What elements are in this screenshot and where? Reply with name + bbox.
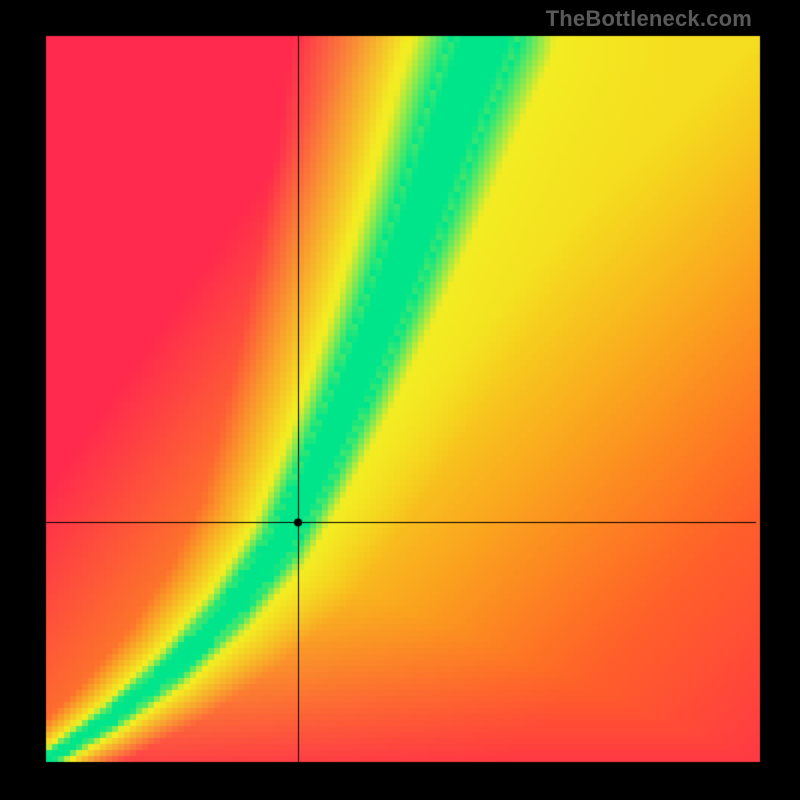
crosshair-overlay <box>0 0 800 800</box>
watermark-text: TheBottleneck.com <box>546 6 752 32</box>
